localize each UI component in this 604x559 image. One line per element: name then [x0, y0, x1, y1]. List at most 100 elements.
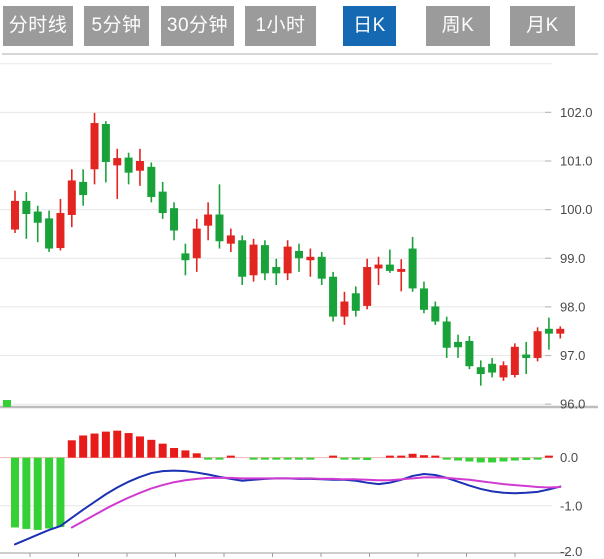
price-axis-label: 99.0: [560, 251, 585, 266]
candle-body: [374, 264, 383, 269]
macd-histogram-bar: [295, 457, 303, 460]
candle-body: [510, 346, 519, 375]
macd-histogram-bar: [544, 455, 553, 458]
price-axis-label: 96.0: [560, 397, 585, 412]
macd-histogram-bar: [465, 457, 474, 462]
candle-body: [442, 321, 451, 348]
macd-histogram-bar: [431, 455, 440, 458]
price-axis-label: 97.0: [560, 348, 585, 363]
macd-histogram-bar: [170, 447, 179, 458]
candle-body: [260, 245, 269, 274]
tab-30min[interactable]: 30分钟: [161, 6, 234, 46]
candle-body: [499, 365, 508, 378]
candle-body: [11, 200, 19, 230]
macd-histogram-bar: [56, 457, 65, 528]
candle-body: [204, 214, 213, 226]
macd-axis-label: -1.0: [560, 498, 582, 513]
macd-histogram-bar: [385, 455, 394, 458]
price-axis-label: 102.0: [560, 105, 593, 120]
macd-histogram-bar: [79, 435, 88, 458]
candle-body: [351, 293, 360, 311]
macd-histogram-bar: [272, 457, 281, 460]
candle-body: [45, 218, 54, 249]
macd-histogram-bar: [419, 455, 428, 458]
macd-axis-label: 0.0: [560, 450, 578, 465]
candle-body: [158, 191, 167, 214]
macd-histogram-bar: [533, 457, 542, 460]
macd-histogram-bar: [499, 457, 508, 462]
candle-body: [215, 214, 224, 242]
candle-body: [363, 267, 372, 306]
macd-histogram-bar: [45, 457, 54, 529]
macd-histogram-bar: [249, 457, 258, 460]
candle-body: [556, 328, 565, 334]
macd-histogram-bar: [181, 450, 190, 458]
candle-body: [79, 181, 88, 196]
candle-body: [147, 166, 156, 197]
macd-histogram-bar: [454, 457, 463, 461]
candle-body: [124, 157, 133, 173]
candle-body: [522, 354, 531, 358]
stray-bar-artifact: [3, 400, 11, 407]
candle-body: [33, 211, 42, 223]
candle-body: [419, 288, 428, 310]
price-axis-label: 101.0: [560, 153, 593, 168]
candle-body: [476, 367, 485, 375]
macd-histogram-bar: [124, 433, 133, 458]
macd-histogram-bar: [283, 457, 292, 460]
macd-histogram-bar: [363, 457, 372, 461]
tab-week-k[interactable]: 周K: [426, 6, 490, 46]
candle-body: [340, 301, 349, 317]
candle-body: [329, 276, 338, 317]
macd-histogram-bar: [113, 430, 122, 458]
candle-body: [397, 268, 406, 272]
macd-histogram-bar: [90, 433, 99, 458]
macd-histogram-bar: [442, 457, 451, 460]
tab-day-k[interactable]: 日K: [343, 6, 396, 46]
candle-body: [67, 180, 76, 215]
macd-histogram-bar: [306, 457, 315, 460]
tab-timeline[interactable]: 分时线: [3, 6, 73, 46]
candle-body: [101, 124, 110, 162]
macd-histogram-bar: [510, 457, 519, 461]
macd-axis-label: -2.0: [560, 544, 582, 559]
price-axis-label: 98.0: [560, 299, 585, 314]
period-tab-bar: 分时线 5分钟 30分钟 1小时 日K 周K 月K: [0, 0, 604, 50]
candle-body: [249, 244, 258, 276]
candle-body: [544, 328, 553, 334]
macd-histogram-bar: [11, 457, 19, 528]
macd-histogram-bar: [158, 443, 167, 458]
macd-histogram-bar: [204, 457, 213, 460]
candle-body: [488, 363, 497, 373]
macd-histogram-bar: [192, 453, 201, 458]
candle-body: [238, 240, 247, 277]
candle-body: [170, 208, 179, 231]
price-axis-label: 100.0: [560, 202, 593, 217]
macd-histogram-bar: [522, 457, 531, 461]
macd-histogram-bar: [340, 457, 349, 460]
macd-histogram-bar: [488, 457, 497, 463]
candle-body: [113, 158, 122, 166]
tab-month-k[interactable]: 月K: [510, 6, 575, 46]
macd-histogram-bar: [397, 455, 406, 458]
candle-body: [283, 246, 292, 274]
candle-body: [431, 306, 440, 322]
macd-histogram-bar: [408, 453, 417, 458]
candle-body: [454, 341, 463, 348]
candle-body: [192, 228, 201, 259]
macd-histogram-bar: [226, 455, 235, 458]
candle-body: [465, 340, 474, 367]
macd-histogram-bar: [260, 457, 269, 460]
tab-5min[interactable]: 5分钟: [84, 6, 149, 46]
macd-histogram-bar: [329, 455, 338, 458]
candle-body: [272, 267, 281, 274]
candle-body: [181, 253, 190, 261]
macd-histogram-bar: [351, 457, 360, 460]
candle-body: [135, 160, 144, 171]
macd-histogram-bar: [101, 431, 110, 458]
macd-histogram-bar: [215, 457, 224, 460]
macd-histogram-bar: [135, 436, 144, 458]
candle-body: [295, 250, 303, 259]
tab-1hour[interactable]: 1小时: [245, 6, 316, 46]
